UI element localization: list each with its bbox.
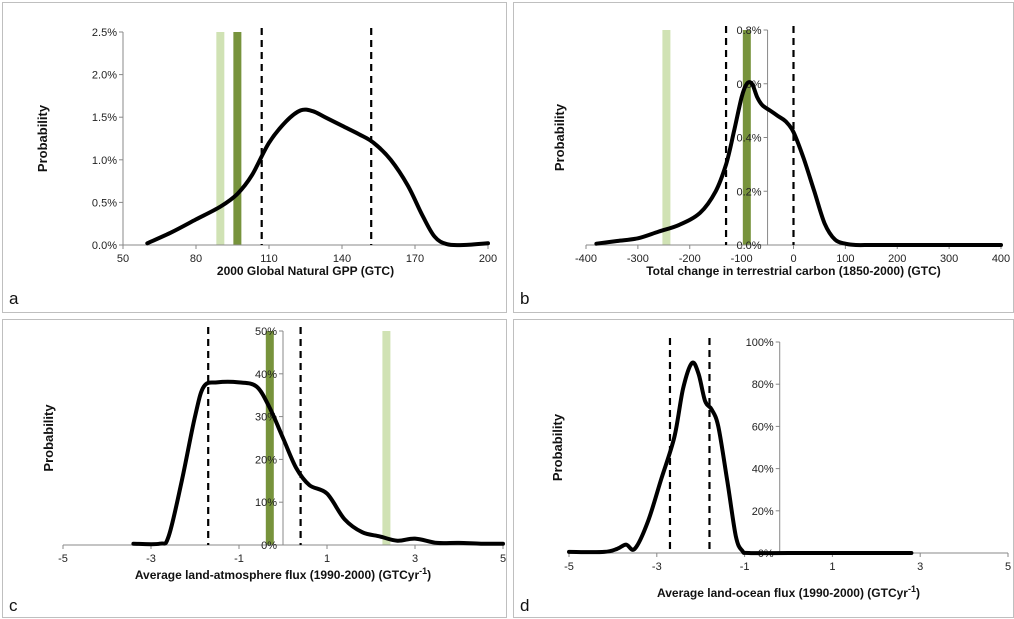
x-axis-label-c: Average land-atmosphere flux (1990-2000)…	[135, 566, 431, 582]
panel-letter-b: b	[520, 289, 529, 308]
y-tick-label-c-4: 40%	[255, 369, 277, 381]
x-tick-label-b-1: -300	[627, 253, 649, 265]
x-axis-label-d: Average land-ocean flux (1990-2000) (GTC…	[657, 584, 920, 600]
x-tick-label-a-1: 80	[190, 253, 202, 265]
x-tick-label-c-3: 1	[324, 553, 330, 565]
x-tick-label-c-1: -3	[146, 553, 156, 565]
x-axis-label-a: 2000 Global Natural GPP (GTC)	[217, 264, 394, 278]
x-tick-label-a-2: 110	[260, 253, 278, 265]
series-line-a-0	[145, 107, 490, 248]
y-tick-label-d-3: 60%	[752, 421, 774, 433]
x-tick-label-d-2: -1	[740, 561, 750, 573]
y-tick-label-a-2: 1.0%	[92, 155, 117, 167]
chart-panel-a: 0.0% 0.5% 1.0% 1.5% 2.0% 2.5% 50 80 110 140 170 200…	[2, 2, 507, 313]
x-axis-label-b: Total change in terrestrial carbon (1850…	[646, 264, 941, 278]
x-tick-label-b-2: -200	[679, 253, 701, 265]
y-axis-label-a: Probability	[35, 104, 50, 172]
panel-letter-a: a	[9, 289, 19, 308]
x-tick-label-d-3: 1	[829, 561, 835, 573]
x-tick-label-a-4: 170	[406, 253, 424, 265]
y-tick-label-b-2: 0.4%	[736, 133, 761, 145]
vertical-band-b-0	[662, 30, 671, 245]
x-tick-label-b-7: 300	[940, 253, 958, 265]
chart-panel-d: 0% 20% 40% 60% 80% 100% -5 -3 -1 1 3 5 Average land-…	[513, 319, 1014, 618]
chart-svg-b: 0.0%0.2%0.4%0.6%0.8%-400 -300 -200 -100 0 100…	[520, 25, 1010, 308]
y-tick-label-c-0: 0%	[261, 540, 277, 552]
vertical-band-a-0	[216, 32, 225, 245]
y-tick-label-a-1: 0.5%	[92, 197, 117, 209]
vertical-band-a-1	[233, 32, 242, 245]
x-tick-label-b-0: -400	[575, 253, 597, 265]
y-tick-label-a-3: 1.5%	[92, 112, 117, 124]
y-tick-label-b-4: 0.8%	[736, 25, 761, 37]
y-tick-label-d-2: 40%	[752, 464, 774, 476]
x-tick-label-d-4: 3	[917, 561, 923, 573]
y-tick-label-a-5: 2.5%	[92, 27, 117, 39]
x-tick-label-b-4: 0	[790, 253, 796, 265]
y-tick-label-d-5: 100%	[746, 337, 774, 349]
y-axis-label-d: Probability	[550, 413, 565, 481]
series-line-c-0	[131, 379, 505, 547]
x-tick-label-b-6: 200	[888, 253, 906, 265]
y-tick-label-b-1: 0.2%	[736, 186, 761, 198]
vertical-band-c-1	[382, 331, 391, 545]
y-tick-label-d-4: 80%	[752, 379, 774, 391]
series-line-b-0	[594, 80, 1003, 248]
y-tick-label-d-1: 20%	[752, 506, 774, 518]
x-tick-label-b-3: -100	[731, 253, 753, 265]
x-tick-label-b-5: 100	[836, 253, 854, 265]
x-tick-label-c-4: 3	[412, 553, 418, 565]
y-tick-label-a-0: 0.0%	[92, 240, 117, 252]
y-tick-label-b-0: 0.0%	[736, 240, 761, 252]
x-tick-label-a-0: 50	[117, 253, 129, 265]
vertical-band-c-0	[265, 331, 274, 545]
y-axis-label-b: Probability	[552, 103, 567, 171]
y-tick-label-c-5: 50%	[255, 326, 277, 338]
panel-letter-d: d	[520, 596, 529, 615]
x-tick-label-c-5: 5	[500, 553, 506, 565]
vertical-band-b-1	[742, 30, 751, 245]
chart-panel-c: 0% 10% 20% 30% 40% 50% -5 -3 -1 1 3 5 Average land-a…	[2, 319, 507, 618]
y-tick-label-a-4: 2.0%	[92, 70, 117, 82]
chart-svg-a: 0.0% 0.5% 1.0% 1.5% 2.0% 2.5% 50 80 110 140 170 200…	[9, 27, 497, 308]
x-tick-label-d-0: -5	[564, 561, 574, 573]
x-tick-label-c-0: -5	[58, 553, 68, 565]
x-tick-label-b-8: 400	[992, 253, 1010, 265]
y-tick-label-c-2: 20%	[255, 454, 277, 466]
x-tick-label-c-2: -1	[234, 553, 244, 565]
panel-letter-c: c	[9, 596, 18, 615]
x-tick-label-a-3: 140	[333, 253, 351, 265]
x-tick-label-a-5: 200	[479, 253, 497, 265]
x-tick-label-d-1: -3	[652, 561, 662, 573]
series-line-d-0	[567, 360, 914, 556]
y-tick-label-c-1: 10%	[255, 497, 277, 509]
y-axis-label-c: Probability	[41, 404, 56, 472]
chart-panel-b: 0.0% 0.2% 0.4% 0.6% 0.8% -400 -300 -200 -100 0 100…	[513, 2, 1014, 313]
x-tick-label-d-5: 5	[1005, 561, 1011, 573]
